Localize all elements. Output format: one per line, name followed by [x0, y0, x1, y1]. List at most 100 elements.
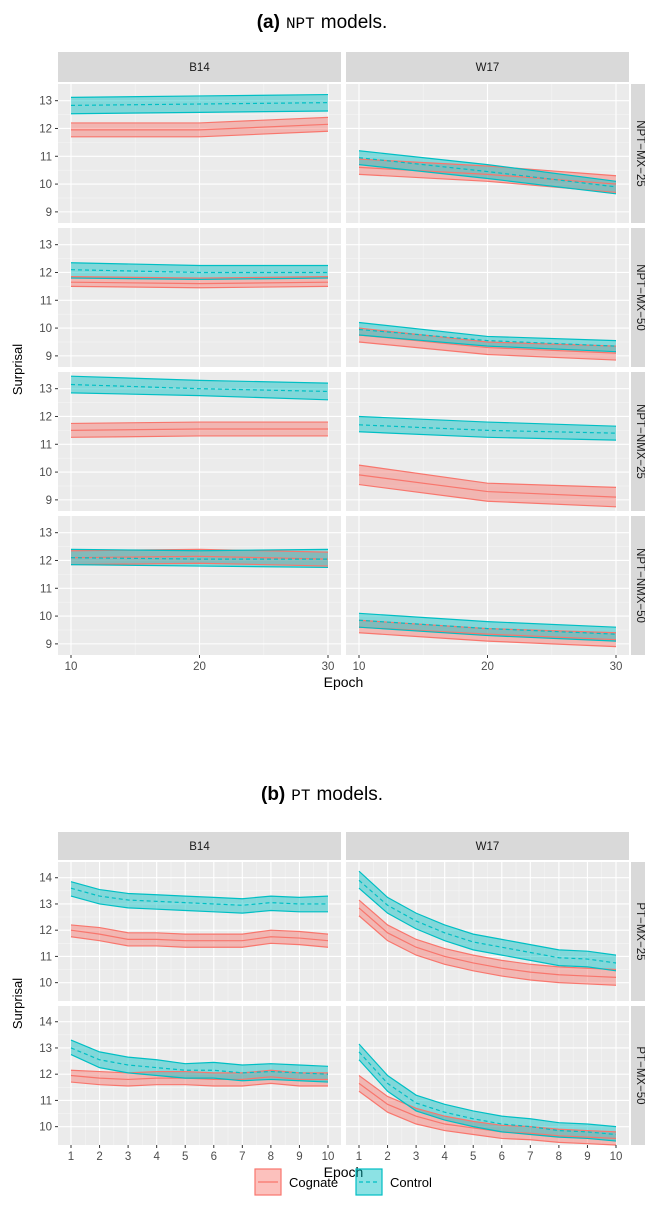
y-tick-label: 14 [39, 873, 52, 885]
strip-row-npt-mx-25 [631, 84, 645, 223]
strip-row-label-npt-mx-50: NPT−MX−50 [634, 264, 645, 330]
band-upper-cognate [70, 421, 328, 425]
strip-col-label-w17: W17 [476, 841, 500, 853]
x-tick-label: 8 [268, 1151, 274, 1163]
mean-line-control [70, 102, 329, 107]
x-tick-label: 10 [610, 1151, 623, 1163]
x-tick-label: 20 [193, 661, 206, 673]
mean-line-cognate [70, 555, 329, 560]
strip-row-pt-mx-25 [631, 862, 645, 1001]
band-lower-control [358, 334, 617, 353]
mean-line-control [70, 269, 328, 274]
y-axis-title: Surprisal [10, 978, 25, 1029]
band-upper-control [70, 548, 329, 552]
chart-pt-models: B14 W17PT−MX−251011121314PT−MX−5010111213… [10, 832, 645, 1180]
band-lower-control [70, 1053, 329, 1083]
mean-line-cognate [358, 907, 617, 978]
band-upper-control [358, 321, 617, 342]
y-tick-label: 13 [39, 528, 52, 540]
band-upper-control [358, 612, 617, 628]
ribbon-control [359, 871, 616, 971]
band-lower-control [358, 164, 617, 195]
y-tick-label: 9 [46, 495, 52, 507]
mean-line-control [70, 383, 329, 393]
chart-npt-models: B14 W17 NPT−MX−25 9 10 11 12 13 NPT−MX−50 9 10 11 12… [10, 52, 645, 690]
strip-col-label-b14: B14 [189, 841, 210, 853]
mean-line-control [358, 157, 617, 188]
mean-line-control [70, 557, 328, 560]
y-tick-label: 11 [40, 439, 52, 451]
band-lower-cognate [70, 435, 328, 438]
y-tick-label: 10 [39, 323, 52, 335]
x-tick-label: 1 [356, 1151, 362, 1163]
figure-a-suffix: models. [321, 12, 388, 33]
y-tick-label: 10 [39, 179, 52, 191]
y-tick-label: 12 [39, 267, 52, 279]
band-lower-control [70, 392, 329, 401]
x-tick-label: 3 [125, 1151, 131, 1163]
y-tick-label: 9 [46, 351, 52, 363]
x-tick-label: 6 [211, 1151, 217, 1163]
mean-line-control [358, 619, 617, 635]
ribbon-control [359, 150, 616, 194]
panel-pt-mx-50-w17 [346, 1006, 629, 1146]
band-lower-cognate [358, 341, 617, 361]
figure-a-caption: (a) NPT models. [257, 12, 388, 33]
ribbon-control [359, 613, 616, 642]
strip-col-w17 [346, 52, 629, 82]
mean-line-control [358, 328, 617, 347]
x-tick-label: 1 [68, 1151, 74, 1163]
x-tick-label: 4 [153, 1151, 160, 1163]
ribbon-control [359, 1044, 616, 1142]
x-tick-label: 9 [584, 1151, 590, 1163]
strip-row-label-pt-mx-25: PT−MX−25 [634, 902, 645, 960]
figure-b-code: PT [291, 787, 310, 805]
panel-pt-mx-25-b14 [58, 862, 341, 1001]
y-tick-label: 11 [40, 1095, 52, 1107]
band-upper-control [70, 375, 329, 384]
panel-pt-mx-50-b14 [58, 1006, 341, 1145]
y-tick-label: 10 [39, 467, 52, 479]
ribbon-control [71, 262, 328, 280]
x-axis-title: Epoch [324, 1164, 364, 1180]
strip-row-npt-mx-50 [631, 228, 645, 367]
panel-npt-nmx-50-b14 [58, 516, 341, 655]
band-lower-cognate [70, 562, 329, 567]
band-lower-control [70, 564, 329, 569]
ribbon-cognate [359, 1075, 616, 1145]
strip-col-w17 [346, 832, 629, 860]
strip-row-label-npt-nmx-25: NPT−NMX−25 [634, 404, 645, 479]
mean-line-control [70, 1047, 329, 1075]
panel-npt-nmx-25-b14 [58, 372, 341, 511]
y-tick-label: 11 [40, 583, 52, 595]
y-tick-label: 12 [39, 123, 52, 135]
figure-b-caption: (b) PT models. [261, 784, 383, 805]
band-lower-cognate [358, 483, 617, 508]
panel-npt-mx-25-w17 [346, 84, 629, 223]
y-tick-label: 11 [40, 295, 52, 307]
y-tick-label: 11 [40, 151, 52, 163]
band-lower-control [358, 626, 617, 642]
mean-line-cognate [358, 474, 617, 498]
legend-label-control: Control [390, 1175, 432, 1190]
mean-line-control [358, 879, 617, 964]
band-lower-cognate [70, 285, 329, 289]
band-upper-control [358, 150, 617, 182]
panel-npt-nmx-50-w17 [346, 516, 629, 655]
ribbon-cognate [359, 159, 616, 193]
mean-line-cognate [70, 1074, 328, 1081]
band-upper-cognate [70, 1069, 328, 1074]
y-axis-title: Surprisal [10, 344, 25, 395]
ribbon-cognate [71, 924, 328, 948]
figure-b-suffix: models. [316, 784, 383, 805]
y-tick-label: 11 [40, 951, 52, 963]
x-tick-label: 30 [610, 661, 623, 673]
x-tick-label: 5 [182, 1151, 188, 1163]
ribbon-cognate [359, 465, 616, 507]
y-tick-label: 10 [39, 611, 52, 623]
band-upper-cognate [358, 158, 617, 177]
y-tick-label: 13 [39, 240, 52, 252]
x-tick-label: 3 [413, 1151, 419, 1163]
x-tick-label: 2 [384, 1151, 390, 1163]
panel-npt-mx-50-b14 [58, 228, 341, 367]
